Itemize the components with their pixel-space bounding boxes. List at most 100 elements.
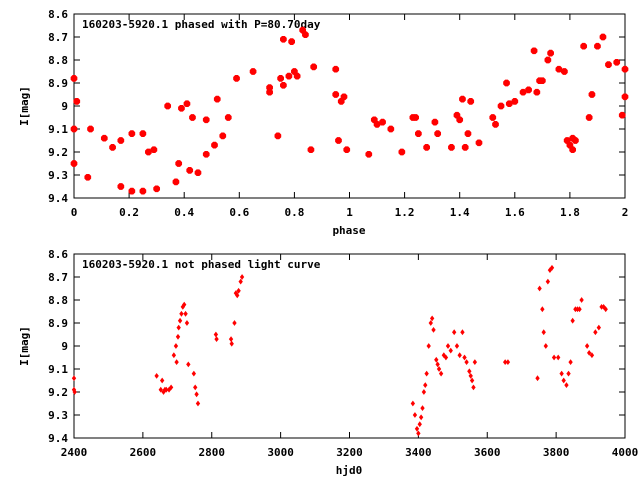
phased-data-point	[423, 144, 431, 151]
phased-y-axis-label: I[mag]	[18, 86, 31, 126]
phased-x-tick-label: 1.8	[560, 206, 580, 219]
unphased-data-point	[72, 389, 77, 395]
phased-x-tick-label: 1.2	[395, 206, 415, 219]
unphased-data-point	[428, 320, 433, 326]
unphased-data-point	[154, 372, 159, 379]
unphased-data-point	[431, 327, 436, 333]
phased-data-point	[594, 42, 601, 50]
phased-data-point	[189, 114, 196, 121]
phased-data-point	[70, 75, 78, 82]
unphased-data-point	[570, 317, 575, 324]
phased-data-point	[117, 137, 125, 144]
phased-data-point	[109, 144, 116, 151]
unphased-data-point	[158, 386, 163, 393]
phased-data-point	[456, 116, 464, 124]
phased-x-tick-label: 2	[622, 206, 629, 219]
unphased-data-point	[593, 329, 598, 336]
unphased-data-point	[174, 359, 179, 365]
unphased-x-tick-label: 3400	[405, 446, 432, 459]
phased-data-point	[332, 91, 340, 98]
unphased-data-points	[71, 264, 608, 437]
phased-data-point	[274, 132, 282, 140]
unphased-data-point	[235, 292, 240, 299]
phased-data-point	[497, 102, 505, 110]
phased-data-point	[249, 68, 257, 75]
phased-data-point	[280, 81, 287, 89]
phased-data-point	[569, 146, 577, 154]
unphased-x-axis-label: hjd0	[336, 464, 363, 477]
phased-data-point	[70, 125, 78, 133]
unphased-data-point	[603, 306, 608, 313]
phased-data-point	[621, 93, 629, 101]
unphased-data-point	[589, 352, 595, 359]
phased-data-point	[585, 114, 593, 121]
phased-x-tick-label: 0.2	[119, 206, 139, 219]
phased-data-point	[505, 100, 513, 108]
unphased-data-point	[177, 317, 183, 324]
unphased-y-tick-label: 8.7	[48, 271, 68, 284]
unphased-data-point	[236, 287, 241, 294]
unphased-data-point	[434, 356, 439, 363]
unphased-data-point	[426, 343, 431, 349]
unphased-plot-frame	[73, 253, 626, 439]
unphased-data-point	[186, 361, 191, 368]
phased-x-tick-label: 1	[346, 206, 353, 219]
phased-axis-ticks: 0 0.2 0.4 0.6 0.8 1 1.2 1.4 1.6 1.8 2 8.6 8.7 8.8 8.9 9…	[48, 8, 628, 219]
phased-data-point	[519, 88, 527, 96]
phased-data-point	[555, 65, 563, 73]
phased-y-tick-label: 9.3	[48, 169, 68, 182]
unphased-data-point	[556, 354, 561, 361]
phased-data-point	[183, 100, 191, 108]
phased-data-point	[219, 132, 227, 140]
phased-data-point	[145, 148, 152, 156]
unphased-y-tick-label: 9.4	[48, 432, 68, 445]
phased-data-point	[233, 75, 240, 82]
unphased-y-tick-label: 9.1	[48, 363, 68, 376]
phased-data-point	[280, 35, 287, 43]
phased-y-tick-label: 9.4	[48, 192, 68, 205]
phased-data-point	[431, 118, 439, 126]
unphased-data-point	[184, 320, 190, 326]
phased-y-tick-label: 8.8	[48, 54, 68, 67]
unphased-data-point	[191, 370, 197, 377]
unphased-data-point	[460, 329, 465, 336]
phased-data-point	[547, 49, 554, 57]
unphased-data-point	[468, 372, 473, 379]
phased-data-point	[467, 98, 475, 105]
unphased-data-point	[452, 329, 457, 336]
phased-y-tick-label: 9.1	[48, 123, 68, 136]
phased-data-point	[266, 88, 273, 96]
phased-data-point	[448, 144, 455, 151]
unphased-data-point	[429, 315, 435, 322]
unphased-data-point	[228, 336, 234, 342]
unphased-data-point	[183, 310, 188, 317]
phased-y-tick-label: 8.6	[48, 8, 68, 21]
phased-x-tick-label: 1.4	[450, 206, 470, 219]
phased-data-point	[533, 88, 541, 96]
phased-data-point	[302, 31, 309, 39]
unphased-data-point	[176, 324, 181, 331]
phased-light-curve-panel: 160203-5920.1 phased with P=80.70day pha…	[18, 8, 629, 237]
unphased-data-point	[541, 329, 546, 336]
unphased-data-point	[159, 377, 165, 384]
unphased-data-point	[566, 370, 571, 377]
phased-data-point	[84, 173, 92, 181]
phased-data-point	[530, 47, 538, 55]
unphased-data-point	[418, 414, 424, 421]
unphased-data-point	[421, 389, 427, 395]
phased-data-point	[561, 68, 568, 75]
phased-data-point	[387, 125, 395, 133]
unphased-data-point	[239, 274, 245, 280]
unphased-data-point	[194, 391, 199, 398]
unphased-data-point	[551, 354, 557, 361]
phased-data-points	[70, 26, 629, 195]
phased-data-point	[310, 63, 318, 71]
phased-data-point	[293, 72, 301, 80]
unphased-y-tick-label: 8.9	[48, 317, 68, 330]
unphased-data-point	[587, 349, 592, 356]
unphased-data-point	[469, 377, 475, 384]
unphased-data-point	[564, 382, 569, 389]
phased-data-point	[100, 134, 108, 142]
phased-data-point	[178, 104, 185, 112]
